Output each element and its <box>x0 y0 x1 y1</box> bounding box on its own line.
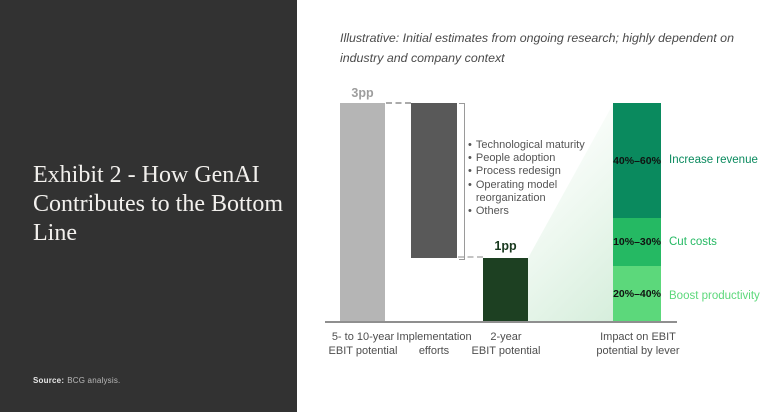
bullet-icon: • <box>468 205 472 218</box>
source-text: BCG analysis. <box>67 376 121 385</box>
x-label-5-10-year: 5- to 10-year EBIT potential <box>322 331 404 358</box>
bar-5-10-year-ebit-potential <box>340 103 385 321</box>
segment-range-label: 20%–40% <box>613 287 661 300</box>
annotation-1pp: 1pp <box>494 239 517 253</box>
x-label-line: potential by lever <box>596 344 680 357</box>
source-label: Source: <box>33 376 65 385</box>
x-label-line: EBIT potential <box>471 344 541 357</box>
factor-label: Operating model reorganization <box>475 178 558 204</box>
x-label-line: 5- to 10-year <box>331 331 395 343</box>
dashed-connector-top <box>386 102 411 104</box>
list-item: • People adoption <box>468 152 588 165</box>
illustrative-note: Illustrative: Initial estimates from ong… <box>340 31 734 65</box>
annotation-3pp: 3pp <box>351 86 374 100</box>
list-item: • Technological maturity <box>468 139 588 152</box>
list-item: • Others <box>468 205 588 218</box>
x-label-impact-by-lever: Impact on EBIT potential by lever <box>588 331 688 358</box>
list-item: • Operating model reorganization <box>468 179 588 205</box>
implementation-factors-list: • Technological maturity • People adopti… <box>468 139 588 218</box>
x-label-line: Implementation <box>396 331 472 343</box>
lever-label-boost-productivity: Boost productivity <box>669 290 760 302</box>
page-title: Exhibit 2 - How GenAI Contributes to the… <box>33 162 283 246</box>
x-label-line: 2-year <box>490 331 522 343</box>
factor-label: Process redesign <box>475 165 561 178</box>
bullet-icon: • <box>468 165 472 178</box>
x-label-line: Impact on EBIT <box>600 331 676 343</box>
x-axis-line <box>325 321 677 323</box>
list-item: • Process redesign <box>468 165 588 178</box>
source-line: Source: BCG analysis. <box>33 376 120 385</box>
segment-range-label: 10%–30% <box>613 236 661 248</box>
x-label-implementation-efforts: Implementation efforts <box>393 331 475 358</box>
dashed-connector-bottom <box>458 256 483 258</box>
lever-label-increase-revenue: Increase revenue <box>669 154 758 166</box>
segment-range-label: 40%–60% <box>613 154 661 167</box>
x-label-line: efforts <box>418 344 450 357</box>
bullet-icon: • <box>468 152 472 165</box>
factor-label: Others <box>475 205 509 218</box>
factor-label: Technological maturity <box>475 139 585 151</box>
segment-cut-costs: 10%–30% <box>613 218 661 266</box>
segment-boost-productivity: 20%–40% <box>613 266 661 321</box>
lever-label-cut-costs: Cut costs <box>669 236 717 248</box>
bullet-icon: • <box>468 178 472 191</box>
bracket <box>459 103 465 260</box>
bullet-icon: • <box>468 139 472 151</box>
bar-implementation-efforts <box>411 103 457 258</box>
bar-2-year-ebit-potential <box>483 258 528 321</box>
x-label-2-year: 2-year EBIT potential <box>465 331 547 358</box>
segment-increase-revenue: 40%–60% <box>613 103 661 218</box>
stacked-bar-impact-by-lever: 40%–60% 10%–30% 20%–40% <box>613 103 661 321</box>
factor-label: People adoption <box>475 152 556 165</box>
left-title-panel: Exhibit 2 - How GenAI Contributes to the… <box>0 0 297 412</box>
x-label-line: EBIT potential <box>328 344 398 357</box>
